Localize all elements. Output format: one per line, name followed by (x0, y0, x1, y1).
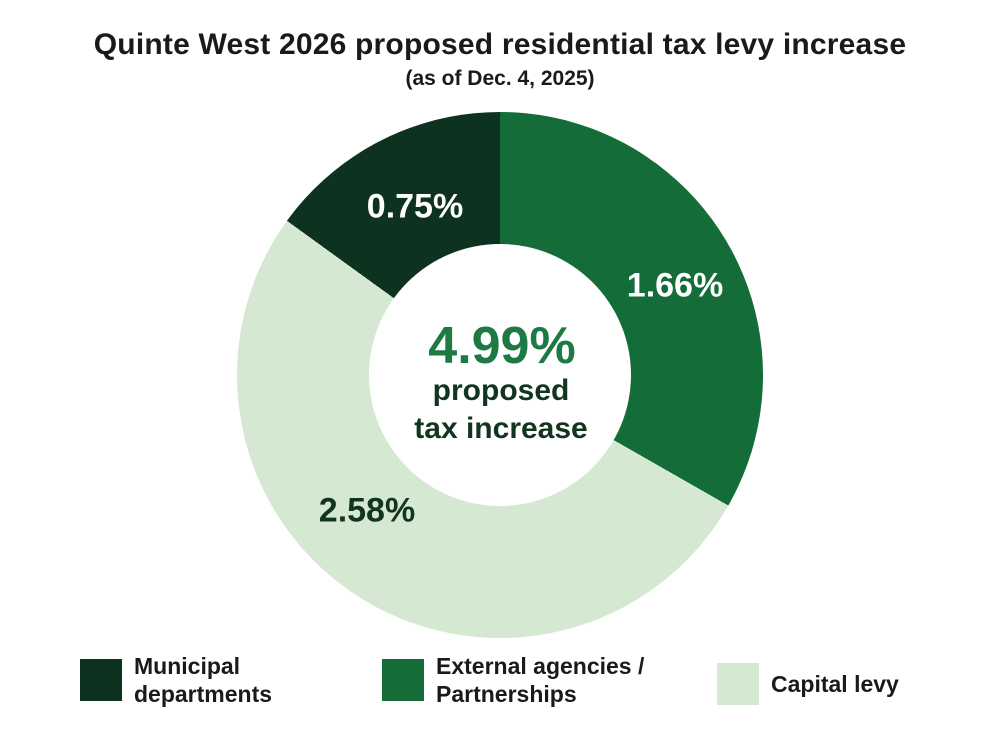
chart-subtitle: (as of Dec. 4, 2025) (405, 67, 595, 90)
chart-title: Quinte West 2026 proposed residential ta… (93, 28, 907, 61)
legend-item-municipal-departments: Municipal departments (80, 652, 272, 708)
legend-label-capital-levy: Capital levy (771, 670, 899, 698)
legend-label-line: Municipal (134, 653, 241, 679)
legend-label-line: Capital levy (771, 671, 899, 697)
donut-hole (369, 244, 631, 506)
legend-item-capital-levy: Capital levy (717, 663, 899, 705)
legend-swatch-external-agencies (382, 659, 424, 701)
center-caption-line2: tax increase (414, 412, 588, 445)
legend-swatch-municipal-departments (80, 659, 122, 701)
legend-label-line: Partnerships (436, 681, 577, 707)
center-caption-line1: proposed (432, 374, 570, 407)
slice-label-external-agencies: 1.66% (626, 266, 724, 305)
legend-swatch-capital-levy (717, 663, 759, 705)
slice-label-municipal-departments: 0.75% (366, 187, 464, 226)
legend-label-line: departments (134, 681, 273, 707)
legend-label-municipal-departments: Municipal departments (134, 652, 272, 708)
legend-label-external-agencies: External agencies / Partnerships (436, 652, 644, 708)
legend-item-external-agencies: External agencies / Partnerships (382, 652, 644, 708)
slice-label-capital-levy: 2.58% (318, 491, 416, 530)
center-total-value: 4.99% (428, 317, 576, 375)
legend-label-line: External agencies / (436, 653, 645, 679)
